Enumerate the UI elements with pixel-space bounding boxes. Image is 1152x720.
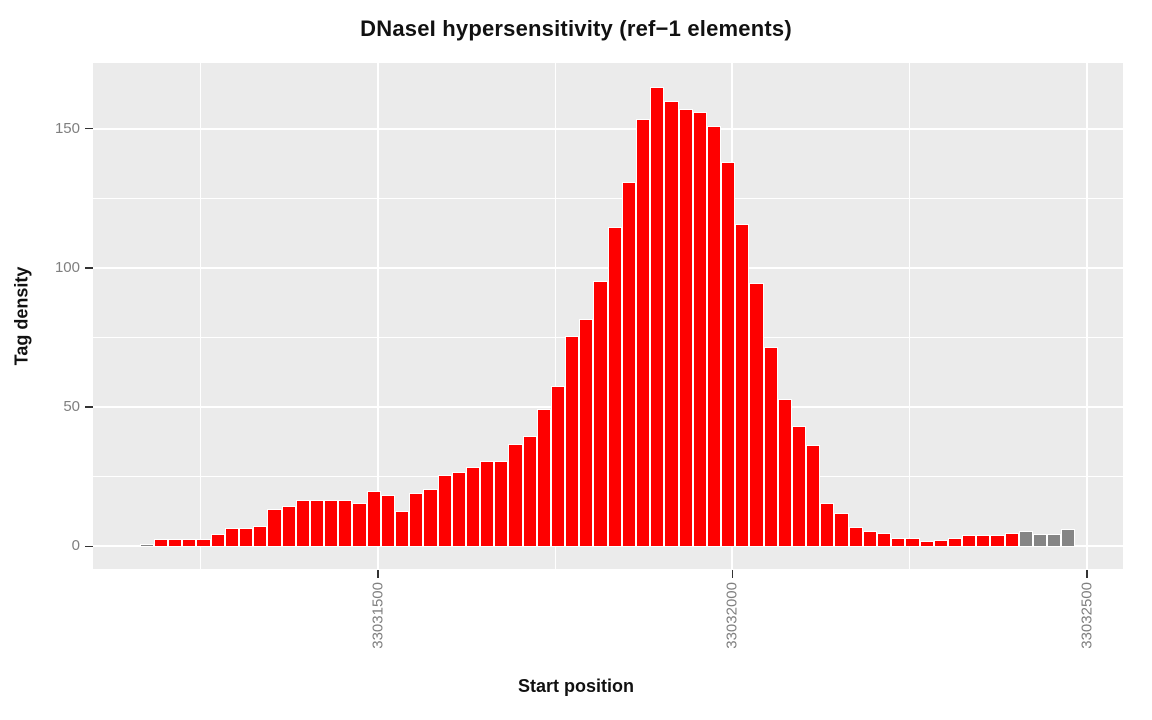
histogram-bar-gray	[1018, 530, 1033, 548]
y-tick-mark	[84, 127, 93, 130]
x-tick-mark	[377, 569, 379, 578]
x-tick-mark	[1086, 569, 1088, 578]
x-minor-gridline	[200, 62, 202, 569]
histogram-bar	[1004, 532, 1019, 548]
histogram-bar	[735, 224, 750, 548]
histogram-bar	[451, 472, 466, 548]
histogram-bar	[196, 539, 211, 548]
histogram-bar	[749, 282, 764, 548]
chart-title: DNaseI hypersensitivity (ref−1 elements)	[360, 16, 792, 41]
histogram-bar	[706, 126, 722, 548]
histogram-bar	[423, 489, 438, 548]
histogram-bar	[437, 475, 452, 548]
histogram-bar	[309, 500, 325, 548]
histogram-bar	[281, 505, 296, 548]
histogram-bar	[862, 530, 877, 548]
histogram-bar	[607, 226, 622, 548]
histogram-bar	[267, 508, 282, 548]
y-tick-label: 150	[54, 119, 80, 137]
x-major-gridline	[1085, 62, 1088, 569]
histogram-bar	[366, 490, 381, 548]
y-major-gridline	[93, 127, 1123, 130]
histogram-bar	[338, 500, 353, 548]
y-tick-mark	[84, 406, 93, 408]
histogram-bar	[990, 535, 1005, 548]
histogram-bar	[536, 408, 551, 548]
histogram-bar	[565, 336, 580, 548]
histogram-bar	[650, 86, 665, 548]
histogram-bar	[763, 347, 778, 548]
histogram-bar	[621, 181, 636, 548]
histogram-bar	[636, 119, 651, 548]
histogram-bar	[848, 527, 863, 548]
histogram-bar	[891, 537, 906, 548]
histogram-bar	[508, 444, 523, 548]
histogram-bar	[409, 493, 424, 548]
histogram-bar	[593, 280, 608, 548]
x-major-gridline	[376, 62, 379, 569]
histogram-bar	[919, 541, 934, 548]
histogram-bar	[239, 528, 254, 548]
histogram-bar	[210, 533, 225, 548]
y-tick-mark	[84, 267, 93, 269]
histogram-bar	[664, 100, 679, 548]
histogram-bar	[791, 426, 807, 548]
histogram-bar	[777, 399, 792, 548]
histogram-bar	[579, 319, 594, 548]
histogram-bar-gray	[1032, 533, 1048, 548]
histogram-bar	[394, 511, 410, 548]
histogram-bar	[834, 513, 849, 548]
histogram-bar	[153, 538, 169, 548]
y-tick-label: 0	[71, 537, 80, 555]
y-tick-label: 100	[54, 258, 80, 276]
histogram-bar	[947, 538, 963, 548]
histogram-bar	[976, 535, 991, 548]
x-tick-mark	[731, 569, 734, 578]
histogram-bar	[480, 460, 495, 548]
histogram-bar	[905, 537, 920, 548]
histogram-bar	[494, 460, 509, 548]
histogram-bar	[550, 385, 566, 548]
histogram-bar-gray	[1047, 533, 1062, 548]
x-minor-gridline	[909, 62, 911, 569]
x-minor-gridline	[554, 62, 556, 569]
histogram-bar-gray	[139, 544, 154, 548]
histogram-bar	[933, 540, 948, 548]
y-tick-label: 50	[63, 398, 80, 416]
y-tick-mark	[84, 545, 93, 548]
histogram-bar	[295, 500, 310, 548]
histogram-bar	[522, 435, 537, 548]
histogram-bar	[962, 535, 977, 548]
histogram-bar	[465, 467, 481, 548]
histogram-bar	[692, 111, 707, 548]
histogram-bar-gray	[1061, 529, 1076, 548]
y-minor-gridline	[93, 197, 1123, 199]
histogram-bar	[806, 445, 821, 548]
histogram-bar	[182, 538, 197, 548]
histogram-bar	[324, 500, 339, 548]
histogram-bar	[224, 528, 240, 548]
histogram-bar	[678, 109, 693, 548]
histogram-bar	[820, 503, 835, 548]
histogram-bar	[168, 538, 183, 548]
histogram-bar	[877, 532, 892, 548]
histogram-bar	[380, 494, 395, 548]
histogram-bar	[721, 162, 736, 548]
x-axis-title: Start position	[518, 676, 634, 696]
histogram-bar	[352, 503, 367, 548]
histogram-bar	[253, 525, 268, 548]
